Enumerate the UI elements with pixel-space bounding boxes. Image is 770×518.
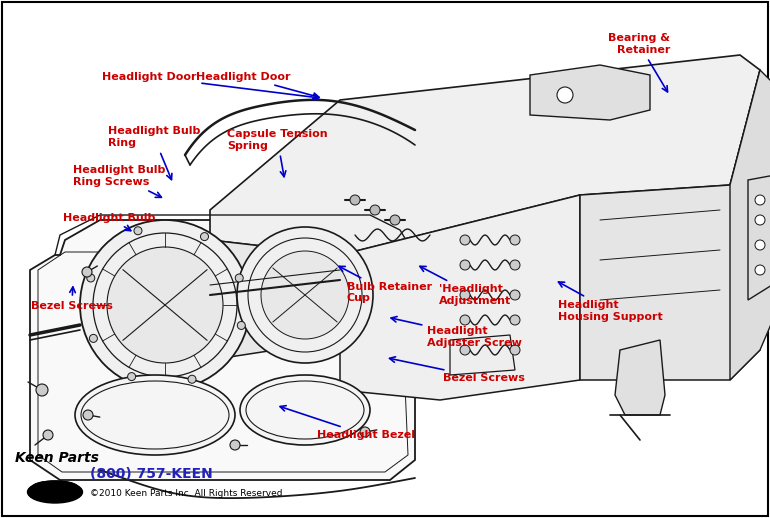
- Circle shape: [755, 265, 765, 275]
- Polygon shape: [530, 65, 650, 120]
- Text: Headlight Bulb
Ring Screws: Headlight Bulb Ring Screws: [73, 165, 166, 197]
- Text: Headlight Door: Headlight Door: [196, 71, 319, 98]
- Circle shape: [510, 260, 520, 270]
- Polygon shape: [450, 335, 515, 375]
- Circle shape: [755, 215, 765, 225]
- Circle shape: [510, 290, 520, 300]
- Circle shape: [460, 345, 470, 355]
- Circle shape: [36, 384, 48, 396]
- Text: 'Headlight
Adjustment: 'Headlight Adjustment: [420, 266, 511, 306]
- Circle shape: [237, 322, 246, 329]
- Circle shape: [107, 247, 223, 363]
- Circle shape: [510, 315, 520, 325]
- Circle shape: [237, 227, 373, 363]
- Circle shape: [510, 345, 520, 355]
- Circle shape: [755, 240, 765, 250]
- Circle shape: [89, 335, 97, 342]
- Text: Bulb Retainer
Cup: Bulb Retainer Cup: [339, 266, 432, 304]
- Text: (800) 757-KEEN: (800) 757-KEEN: [90, 467, 213, 481]
- Polygon shape: [580, 70, 760, 380]
- Circle shape: [460, 260, 470, 270]
- Text: Headlight
Adjuster Screw: Headlight Adjuster Screw: [391, 316, 522, 348]
- Circle shape: [460, 315, 470, 325]
- Circle shape: [460, 290, 470, 300]
- Circle shape: [83, 410, 93, 420]
- Text: ©2010 Keen Parts Inc. All Rights Reserved: ©2010 Keen Parts Inc. All Rights Reserve…: [90, 489, 283, 498]
- Polygon shape: [730, 70, 770, 380]
- Circle shape: [390, 215, 400, 225]
- Text: Headlight
Housing Support: Headlight Housing Support: [558, 282, 663, 322]
- Text: Headlight Door: Headlight Door: [102, 71, 319, 100]
- Text: Keen Parts: Keen Parts: [15, 451, 99, 465]
- Polygon shape: [340, 195, 580, 400]
- Circle shape: [370, 205, 380, 215]
- Circle shape: [87, 274, 95, 282]
- Circle shape: [134, 227, 142, 235]
- Circle shape: [557, 87, 573, 103]
- Circle shape: [261, 251, 349, 339]
- Ellipse shape: [28, 481, 82, 503]
- Circle shape: [128, 372, 136, 381]
- Polygon shape: [210, 55, 760, 255]
- Text: Headlight Bulb: Headlight Bulb: [63, 212, 156, 231]
- Circle shape: [460, 235, 470, 245]
- Circle shape: [82, 267, 92, 277]
- Polygon shape: [748, 175, 770, 300]
- Circle shape: [43, 430, 53, 440]
- Circle shape: [360, 427, 370, 437]
- Text: Headlight Bezel: Headlight Bezel: [280, 406, 415, 440]
- Text: Bearing &
Retainer: Bearing & Retainer: [608, 33, 670, 92]
- Text: Bezel Screws: Bezel Screws: [390, 357, 524, 383]
- Circle shape: [236, 274, 243, 282]
- Ellipse shape: [32, 481, 78, 493]
- Text: Headlight Bulb
Ring: Headlight Bulb Ring: [108, 126, 200, 180]
- Ellipse shape: [240, 375, 370, 445]
- Circle shape: [350, 195, 360, 205]
- Polygon shape: [30, 220, 415, 480]
- Ellipse shape: [75, 375, 235, 455]
- Text: Bezel Screws: Bezel Screws: [31, 287, 112, 311]
- Circle shape: [755, 195, 765, 205]
- Circle shape: [510, 235, 520, 245]
- Polygon shape: [210, 240, 340, 360]
- Text: Capsule Tension
Spring: Capsule Tension Spring: [227, 129, 328, 177]
- Circle shape: [230, 440, 240, 450]
- Circle shape: [188, 375, 196, 383]
- Circle shape: [80, 220, 250, 390]
- Circle shape: [200, 233, 209, 240]
- Polygon shape: [615, 340, 665, 415]
